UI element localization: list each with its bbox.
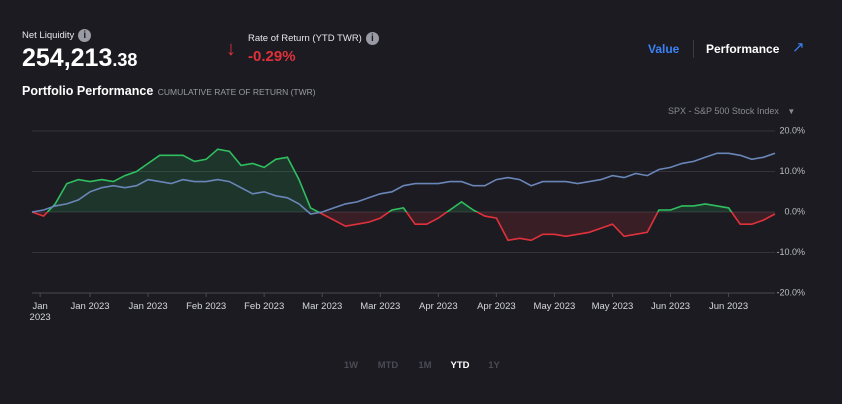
expand-icon[interactable]: ↗ (792, 39, 805, 56)
range-button[interactable]: 1M (418, 360, 432, 371)
x-tick-label: Jan 2023 (29, 301, 51, 323)
tab-performance[interactable]: Performance (706, 42, 780, 56)
return-value: -0.29% (248, 48, 296, 65)
range-button[interactable]: 1Y (488, 360, 500, 371)
benchmark-select[interactable]: SPX - S&P 500 Stock Index ▼ (668, 106, 796, 116)
down-arrow: ↓ (226, 38, 236, 60)
y-tick-label: -10.0% (776, 247, 805, 257)
line (31, 152, 776, 215)
benchmark: SPX - S&P 500 Stock Index (668, 106, 779, 116)
net-liquidity-label: Net Liquidity i (22, 29, 92, 42)
line (31, 148, 776, 242)
range-button[interactable]: MTD (377, 360, 399, 371)
return-label: Rate of Return (YTD TWR) i (248, 32, 379, 45)
range-button[interactable]: YTD (450, 360, 470, 371)
info-icon[interactable]: i (365, 32, 379, 45)
x-tick-label: Jan 2023 (128, 301, 168, 312)
x-tick-label: May 2023 (591, 301, 634, 312)
x-tick-label: Apr 2023 (419, 301, 458, 312)
cents: .38 (112, 50, 138, 70)
y-tick-label: 10.0% (779, 166, 805, 176)
x-tick-label: Jun 2023 (709, 301, 749, 312)
tab-divider (693, 40, 694, 58)
amount: 254,213 (22, 44, 113, 72)
section-title: Portfolio Performance CUMULATIVE RATE OF… (22, 82, 316, 100)
x-tick-label: May 2023 (533, 301, 576, 312)
x-tick-label: Jun 2023 (650, 301, 691, 312)
x-tick-label: Apr 2023 (477, 301, 516, 312)
info-icon[interactable]: i (78, 29, 92, 42)
tab-value[interactable]: Value (648, 42, 680, 56)
y-tick-label: 20.0% (779, 125, 805, 135)
x-tick-label: Mar 2023 (302, 301, 343, 312)
label: Rate of Return (YTD TWR) (248, 33, 362, 45)
x-tick-label: Mar 2023 (360, 301, 401, 312)
x-tick-label: Feb 2023 (244, 301, 285, 312)
x-tick-label: Jan 2023 (70, 301, 110, 312)
net-liquidity: 254,213.38 (22, 44, 137, 73)
range-button[interactable]: 1W (343, 360, 359, 371)
y-tick-label: 0.0% (784, 206, 805, 216)
title: Portfolio Performance (22, 84, 154, 98)
subtitle: CUMULATIVE RATE OF RETURN (TWR) (157, 87, 316, 97)
label: Net Liquidity (22, 30, 75, 42)
x-tick-label: Feb 2023 (186, 301, 227, 312)
y-tick-label: -20.0% (776, 287, 805, 297)
area (32, 149, 775, 241)
